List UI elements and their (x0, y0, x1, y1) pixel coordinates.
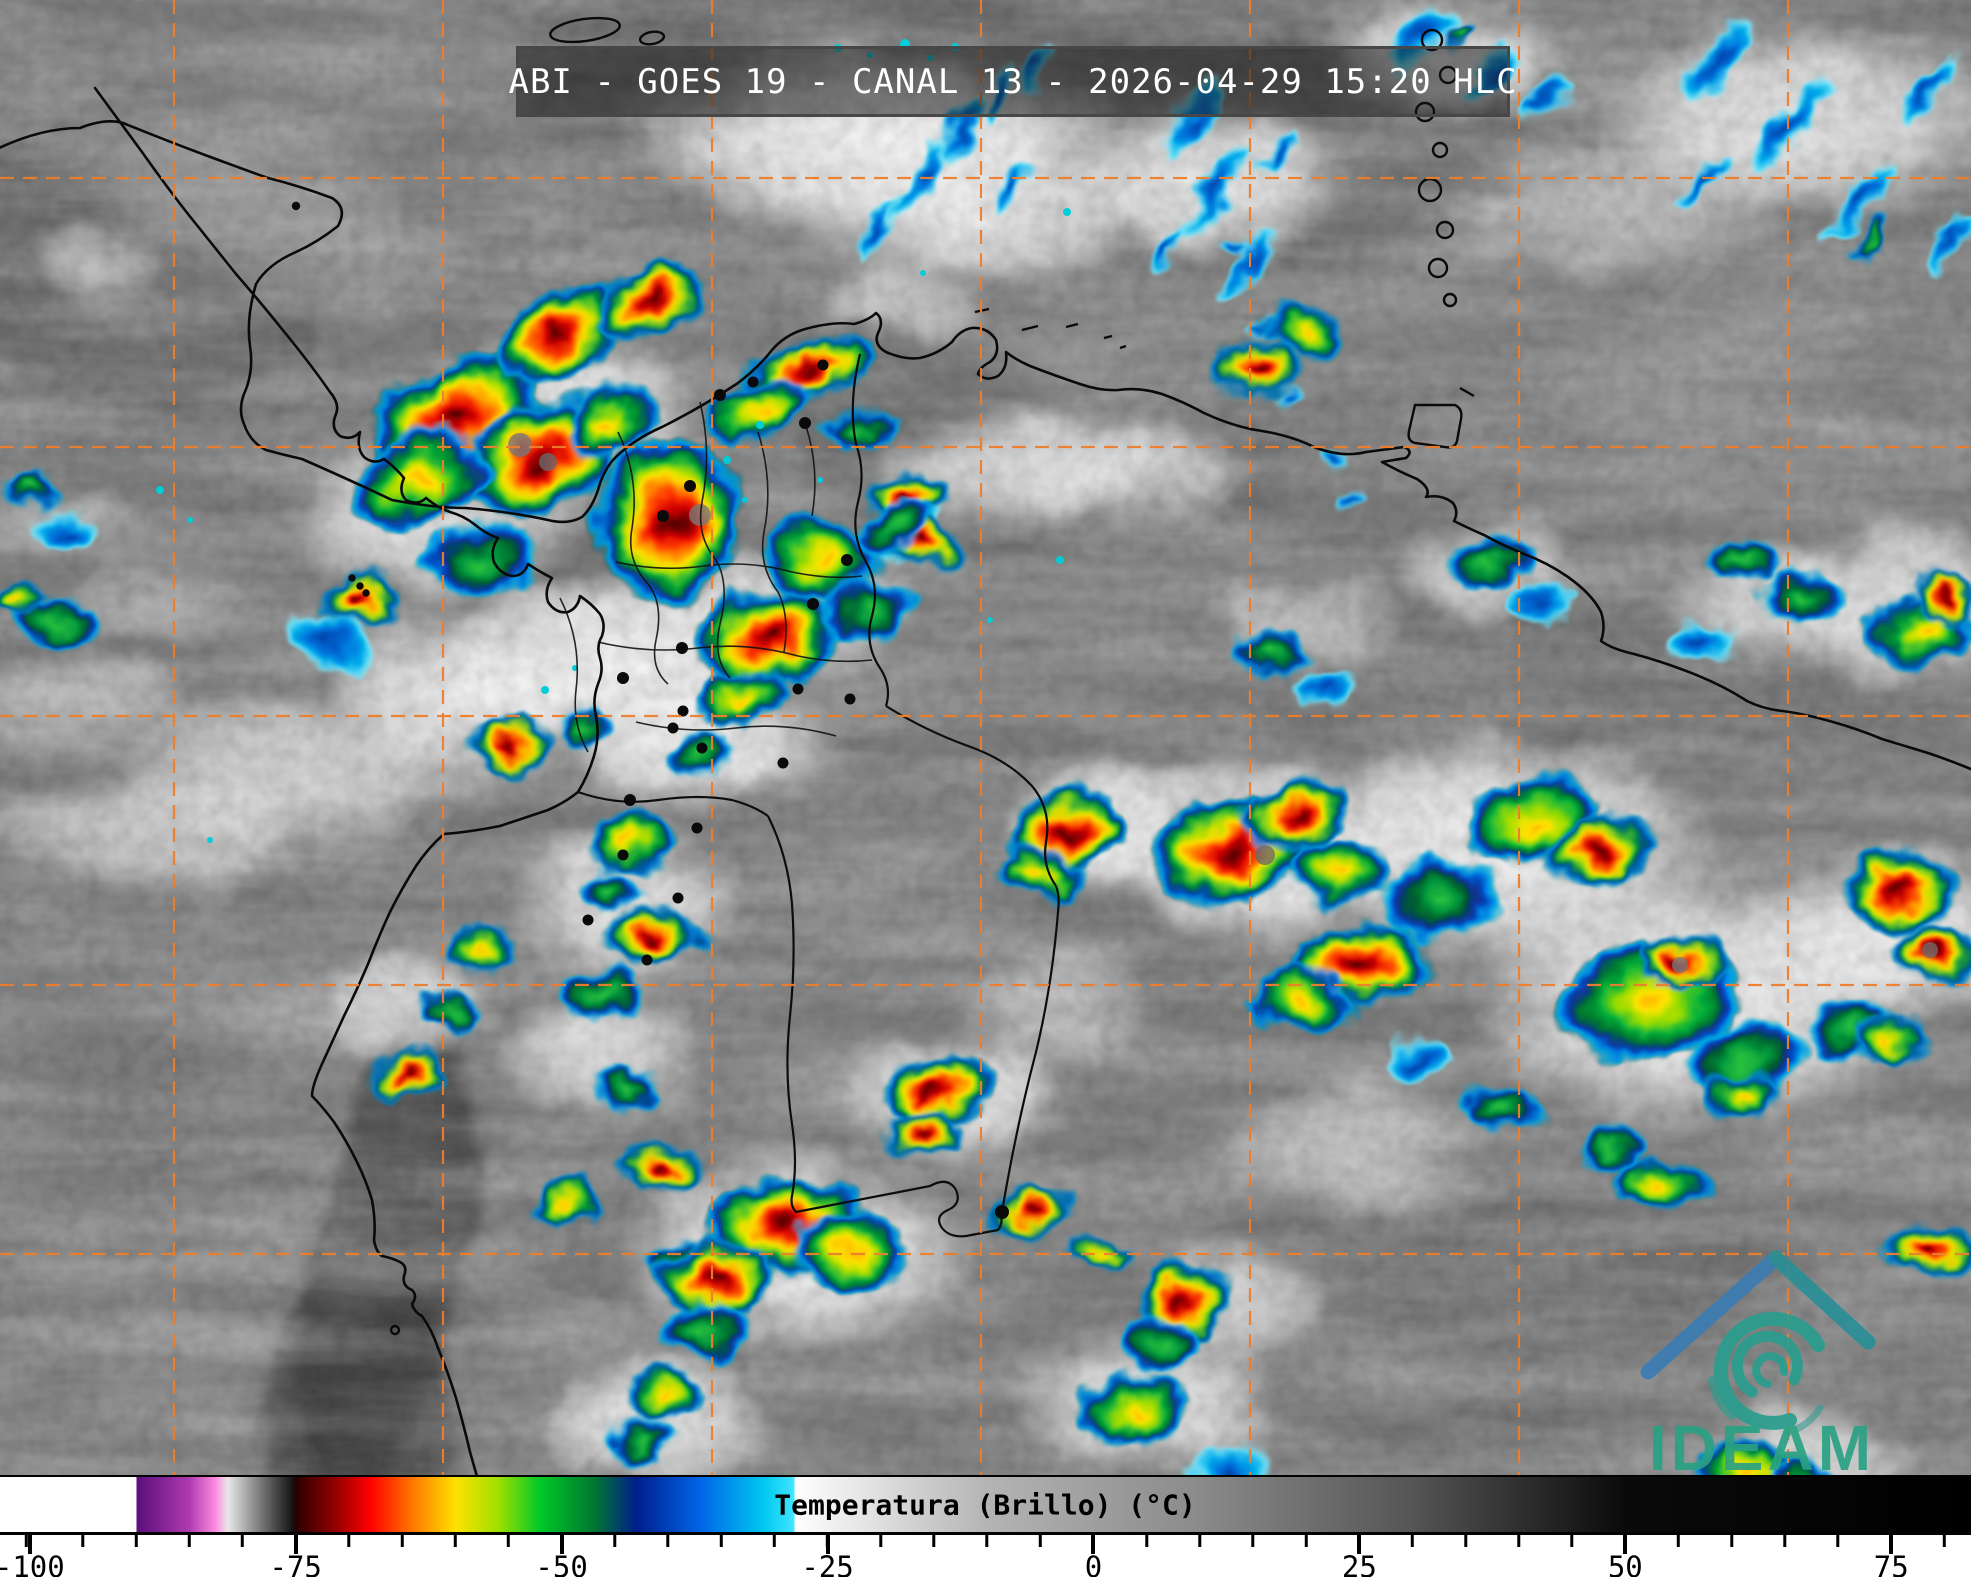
colorbar-tick-label: 75 (1873, 1550, 1909, 1577)
pacific-coast (93, 86, 605, 1475)
colorbar-axis: -100 -75 -50 -25 0 25 50 75 (0, 1535, 1971, 1577)
logo-roof-right (1768, 1250, 1876, 1350)
caribbean-coast (0, 120, 1971, 771)
colorbar-label: Temperatura (Brillo) (°C) (774, 1488, 1196, 1521)
colorbar-major-tick (825, 1535, 830, 1554)
colorbar: Temperatura (Brillo) (°C) -100 -75 -50 -25 0… (0, 1475, 1971, 1577)
colorbar-band: Temperatura (Brillo) (°C) (0, 1475, 1971, 1535)
colorbar-tick-label: -100 (0, 1550, 65, 1577)
ideam-logo: IDEAM (1640, 1250, 1876, 1475)
colorbar-major-tick (293, 1535, 298, 1554)
colorbar-tick-label: -25 (801, 1550, 854, 1577)
colorbar-tick-label: -50 (535, 1550, 588, 1577)
coastlines (0, 86, 1971, 1475)
overshoot-spots (508, 433, 1938, 973)
colorbar-tick-label: 50 (1607, 1550, 1643, 1577)
logo-swirl-icon (1708, 1311, 1825, 1436)
country-borders (577, 353, 1060, 1238)
logo-roof-left (1640, 1250, 1784, 1380)
colorbar-major-tick (559, 1535, 564, 1554)
colorbar-tick-label: 0 (1084, 1550, 1103, 1577)
colorbar-tick-label: 25 (1341, 1550, 1377, 1577)
colorbar-major-tick (1623, 1535, 1628, 1554)
colorbar-major-tick (27, 1535, 32, 1554)
colorbar-tick-label: -75 (269, 1550, 322, 1577)
speckle-texture (0, 0, 1971, 1475)
logo-text: IDEAM (1649, 1412, 1875, 1475)
colorbar-major-tick (1889, 1535, 1894, 1554)
colorbar-major-tick (1357, 1535, 1362, 1554)
convection-cells (0, 262, 1971, 1475)
department-borders (559, 401, 873, 753)
grid-overlay (0, 0, 1971, 1475)
title-text: ABI - GOES 19 - CANAL 13 - 2026-04-29 15… (508, 61, 1518, 102)
colorbar-minor-ticks (0, 1535, 1971, 1547)
colorbar-major-tick (1091, 1535, 1096, 1554)
satellite-imagery: IDEAM (0, 0, 1971, 1475)
title-bar: ABI - GOES 19 - CANAL 13 - 2026-04-29 15… (508, 46, 1517, 117)
satellite-map: IDEAM ABI - GOES 19 - CANAL 13 - 2026-04… (0, 0, 1971, 1475)
city-dots (582, 359, 1009, 1219)
